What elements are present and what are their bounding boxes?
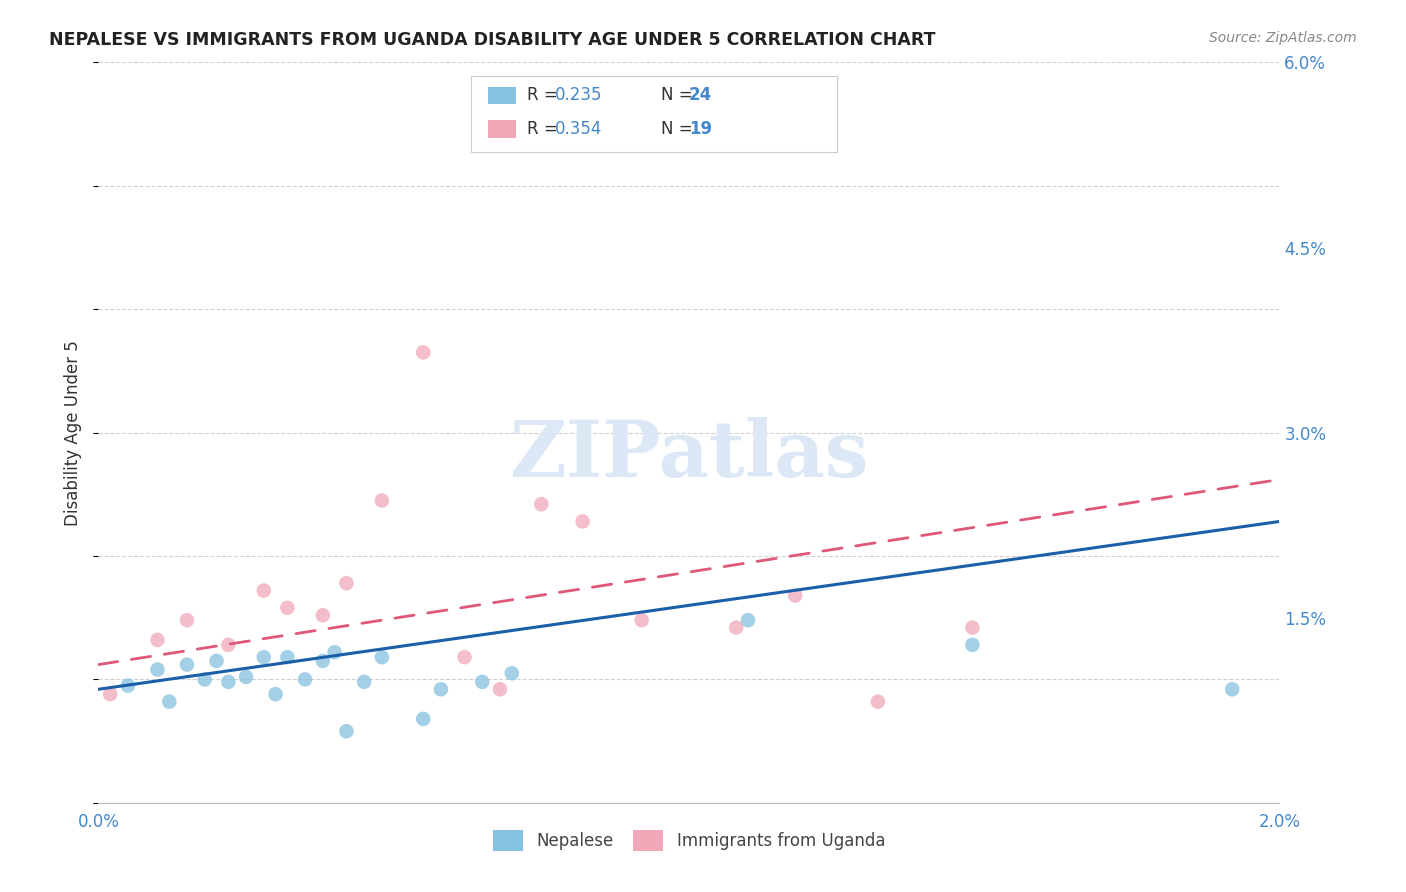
Text: 19: 19: [689, 120, 711, 138]
Point: [276, 650, 298, 665]
Point: [489, 682, 512, 697]
Point: [571, 515, 593, 529]
Point: [866, 695, 889, 709]
Text: NEPALESE VS IMMIGRANTS FROM UGANDA DISABILITY AGE UNDER 5 CORRELATION CHART: NEPALESE VS IMMIGRANTS FROM UGANDA DISAB…: [49, 31, 936, 49]
Point: [264, 687, 287, 701]
Point: [253, 650, 276, 665]
Point: [737, 613, 759, 627]
Legend: Nepalese, Immigrants from Uganda: Nepalese, Immigrants from Uganda: [486, 823, 891, 857]
Point: [294, 673, 316, 687]
Text: ZIPatlas: ZIPatlas: [509, 417, 869, 493]
Point: [323, 645, 346, 659]
Point: [146, 632, 169, 647]
Point: [176, 657, 198, 672]
Point: [98, 687, 121, 701]
Point: [312, 654, 335, 668]
Point: [217, 638, 239, 652]
Point: [176, 613, 198, 627]
Point: [785, 589, 807, 603]
Point: [412, 712, 434, 726]
Point: [194, 673, 217, 687]
Y-axis label: Disability Age Under 5: Disability Age Under 5: [65, 340, 83, 525]
Point: [725, 621, 748, 635]
Point: [453, 650, 475, 665]
Point: [412, 345, 434, 359]
Text: 0.354: 0.354: [555, 120, 603, 138]
Text: 0.235: 0.235: [555, 87, 603, 104]
Point: [371, 650, 394, 665]
Text: R =: R =: [527, 87, 564, 104]
Point: [335, 576, 357, 591]
Point: [117, 679, 139, 693]
Text: R =: R =: [527, 120, 564, 138]
Text: N =: N =: [661, 87, 697, 104]
Point: [312, 608, 335, 623]
Point: [962, 621, 984, 635]
Point: [430, 682, 453, 697]
Point: [630, 613, 652, 627]
Text: N =: N =: [661, 120, 697, 138]
Point: [276, 600, 298, 615]
Point: [217, 674, 239, 689]
Point: [1220, 682, 1243, 697]
Point: [962, 638, 984, 652]
Point: [146, 663, 169, 677]
Point: [471, 674, 494, 689]
Text: Source: ZipAtlas.com: Source: ZipAtlas.com: [1209, 31, 1357, 45]
Point: [253, 583, 276, 598]
Text: 24: 24: [689, 87, 713, 104]
Point: [205, 654, 228, 668]
Point: [371, 493, 394, 508]
Point: [530, 497, 553, 511]
Point: [353, 674, 375, 689]
Point: [235, 670, 257, 684]
Point: [335, 724, 357, 739]
Point: [501, 666, 523, 681]
Point: [157, 695, 180, 709]
